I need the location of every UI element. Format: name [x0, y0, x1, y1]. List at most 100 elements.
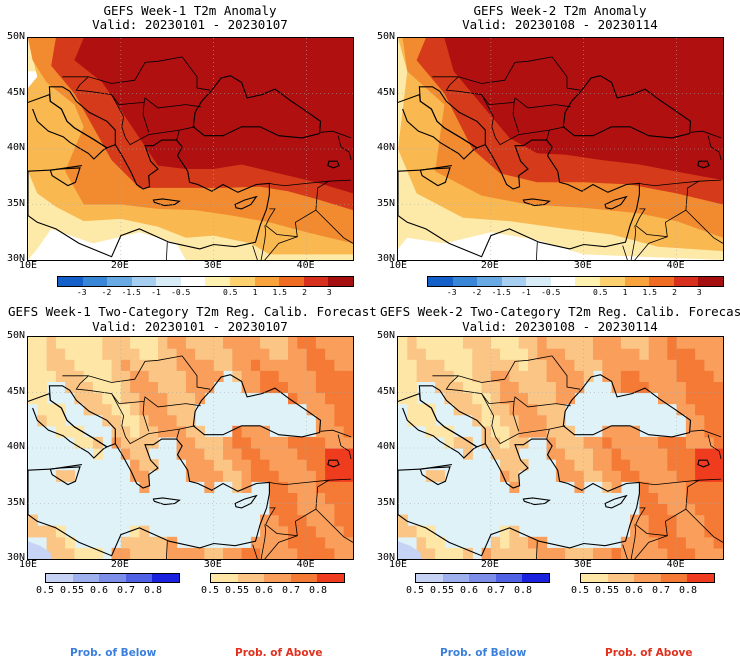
colorbar-swatch	[526, 277, 551, 286]
anomaly-scale-label: -1.5	[491, 288, 511, 297]
lon-label: 10E	[19, 559, 38, 570]
colorbar-swatch	[290, 574, 318, 582]
below-colorbar-week1	[45, 573, 180, 583]
probability-map-week1	[27, 336, 354, 560]
colorbar-swatch	[575, 277, 601, 286]
probability-scale-label: 0.6	[624, 585, 644, 596]
anomaly-band	[444, 38, 723, 181]
colorbar-swatch	[442, 574, 470, 582]
colorbar-swatch	[660, 574, 688, 582]
colorbar-swatch	[687, 574, 714, 582]
lon-label: 30E	[203, 260, 222, 271]
map-canvas	[28, 337, 353, 559]
colorbar-swatch	[237, 574, 265, 582]
colorbar-swatch	[624, 277, 650, 286]
map-canvas	[398, 38, 723, 260]
probability-scale-label: 0.55	[429, 585, 455, 596]
anomaly-scale-label: 1.5	[272, 288, 287, 297]
lon-label: 10E	[389, 260, 408, 271]
map-canvas	[28, 38, 353, 260]
probability-map-week2	[397, 336, 724, 560]
colorbar-swatch	[131, 277, 157, 286]
lat-label: 30N	[376, 253, 395, 264]
lon-label: 30E	[573, 559, 592, 570]
anomaly-scale-label: -2	[101, 288, 112, 297]
lat-label: 45N	[376, 86, 395, 98]
panel-valid: Valid: 20230108 - 20230114	[462, 319, 658, 334]
lat-label: 40N	[376, 142, 395, 153]
colorbar-swatch	[428, 277, 453, 286]
probability-scale-label: 0.7	[281, 585, 301, 596]
anomaly-scale-label: -1	[521, 288, 531, 297]
colorbar-swatch	[230, 277, 255, 286]
colorbar-swatch	[317, 574, 344, 582]
lat-label: 40N	[6, 441, 25, 452]
below-colorbar-week2	[415, 573, 550, 583]
anomaly-scale-label: -0.5	[541, 288, 561, 297]
lat-label: 35N	[376, 197, 395, 209]
anomaly-scale-label: -3	[76, 288, 87, 297]
colorbar-swatch	[180, 277, 206, 286]
colorbar-swatch	[673, 277, 699, 286]
panel-valid: Valid: 20230108 - 20230114	[462, 17, 658, 32]
lat-label: 35N	[6, 197, 25, 209]
probability-scale-label: 0.5	[200, 585, 220, 596]
colorbar-swatch	[495, 574, 523, 582]
colorbar-swatch	[58, 277, 83, 286]
colorbar-swatch	[416, 574, 443, 582]
colorbar-swatch	[452, 277, 478, 286]
lat-label: 50N	[376, 330, 395, 341]
colorbar-swatch	[600, 277, 625, 286]
lat-label: 50N	[6, 330, 25, 341]
lon-label: 20E	[110, 260, 129, 271]
anomaly-scale-label: 2	[672, 288, 677, 297]
probability-scale-label: 0.8	[143, 585, 163, 596]
panel-title: GEFS Week-1 Two-Category T2m Reg. Calib.…	[8, 304, 377, 319]
lat-label: 45N	[6, 86, 25, 98]
probability-scale-label: 0.55	[224, 585, 250, 596]
lon-label: 40E	[666, 559, 685, 570]
probability-scale-label: 0.8	[308, 585, 328, 596]
colorbar-swatch	[125, 574, 153, 582]
colorbar-swatch	[469, 574, 496, 582]
probability-scale-label: 0.55	[594, 585, 620, 596]
anomaly-scale-label: -1.5	[121, 288, 141, 297]
lon-label: 10E	[19, 260, 38, 271]
colorbar-swatch	[46, 574, 73, 582]
anomaly-scale-label: 1	[622, 288, 628, 297]
anomaly-scale-label: 2	[302, 288, 307, 297]
lon-label: 20E	[110, 559, 129, 570]
colorbar-swatch	[634, 574, 661, 582]
anomaly-scale-label: 3	[326, 288, 332, 297]
panel-title: GEFS Week-2 Two-Category T2m Reg. Calib.…	[380, 304, 740, 319]
lon-label: 30E	[573, 260, 592, 271]
anomaly-map-week2	[397, 37, 724, 261]
lat-label: 30N	[6, 552, 25, 563]
probability-scale-label: 0.7	[651, 585, 671, 596]
anomaly-colorbar-week1	[57, 276, 354, 287]
anomaly-scale-label: -1	[151, 288, 161, 297]
probability-scale-label: 0.7	[486, 585, 506, 596]
colorbar-swatch	[152, 574, 179, 582]
anomaly-map-week1	[27, 37, 354, 261]
lon-label: 40E	[296, 559, 315, 570]
lon-label: 10E	[389, 559, 408, 570]
lat-label: 50N	[376, 31, 395, 42]
anomaly-scale-label: -2	[471, 288, 482, 297]
probability-scale-label: 0.8	[678, 585, 698, 596]
colorbar-swatch	[99, 574, 126, 582]
probability-scale-label: 0.5	[405, 585, 425, 596]
lat-label: 35N	[6, 496, 25, 508]
lat-label: 40N	[376, 441, 395, 452]
lat-label: 35N	[376, 496, 395, 508]
prob-above-caption: Prob. of Above	[235, 647, 323, 659]
colorbar-swatch	[328, 277, 353, 286]
colorbar-swatch	[698, 277, 723, 286]
lat-label: 45N	[376, 385, 395, 397]
colorbar-swatch	[156, 277, 181, 286]
colorbar-swatch	[477, 277, 502, 286]
prob-below-caption: Prob. of Below	[440, 647, 527, 659]
lon-label: 20E	[480, 559, 499, 570]
anomaly-scale-label: 1.5	[642, 288, 657, 297]
lat-label: 30N	[6, 253, 25, 264]
